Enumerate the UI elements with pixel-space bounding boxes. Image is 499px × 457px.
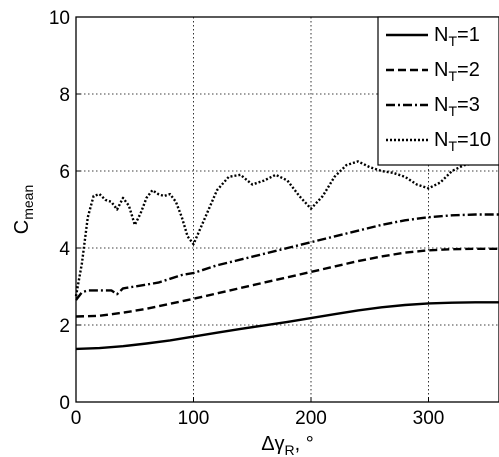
series-line-2 — [75, 247, 499, 318]
x-axis-label-main: Δγ — [261, 433, 284, 455]
x-tick-label: 0 — [71, 408, 82, 429]
x-tick-label: 100 — [178, 408, 210, 429]
legend: NT=1 NT=2 NT=3 NT=10 — [377, 16, 499, 166]
series-line-4 — [74, 160, 499, 297]
x-axis-label-sub: R — [285, 442, 295, 457]
y-tick-label: 6 — [59, 162, 70, 183]
legend-label-3: NT=3 — [434, 94, 480, 119]
x-tick-label: 200 — [295, 408, 327, 429]
y-tick-label: 8 — [59, 85, 70, 106]
y-tick-label: 2 — [59, 316, 70, 337]
x-axis-label: ΔγR, ° — [261, 433, 314, 457]
legend-label-2: NT=2 — [434, 59, 480, 84]
series-lines — [74, 160, 499, 351]
x-tick-label: 300 — [413, 408, 445, 429]
axis-ticks: 0 100 200 300 0 2 4 6 8 10 — [49, 8, 444, 429]
plot-frame — [75, 16, 499, 403]
y-axis-label-sub: mean — [20, 185, 36, 220]
y-tick-label: 10 — [49, 8, 70, 29]
y-axis-label-main: C — [11, 220, 33, 234]
legend-label-4: NT=10 — [434, 129, 491, 154]
series-line-3 — [75, 213, 499, 301]
legend-label-1: NT=1 — [434, 24, 480, 49]
x-axis-label-suffix: , ° — [295, 433, 314, 455]
y-axis-label: Cmean — [11, 185, 36, 234]
y-tick-label: 4 — [59, 239, 70, 260]
y-tick-label: 0 — [59, 393, 70, 414]
series-line-1 — [75, 301, 499, 351]
